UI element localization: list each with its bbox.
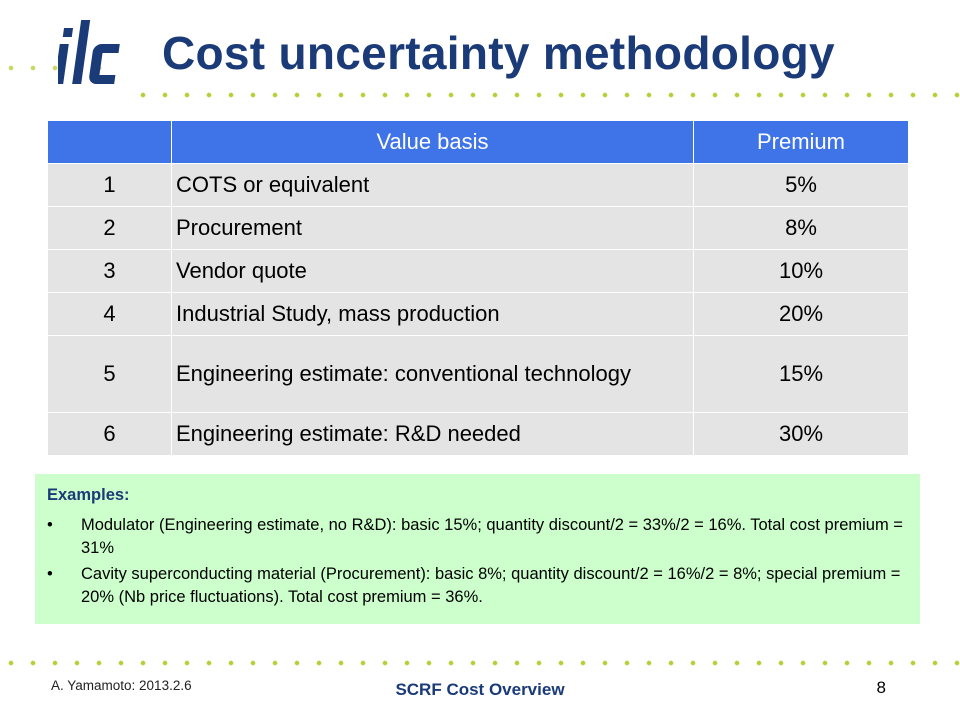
row-premium: 10% xyxy=(693,249,909,293)
row-value-basis: Industrial Study, mass production xyxy=(171,292,694,336)
slide-title: Cost uncertainty methodology xyxy=(162,27,835,79)
example-text: Cavity superconducting material (Procure… xyxy=(81,565,901,607)
table-row: 6 Engineering estimate: R&D needed 30% xyxy=(47,412,909,456)
row-number: 2 xyxy=(47,206,172,250)
row-number: 5 xyxy=(47,335,172,413)
table-row: 1 COTS or equivalent 5% xyxy=(47,163,909,207)
list-item: • Modulator (Engineering estimate, no R&… xyxy=(47,514,906,560)
decorative-dots-top xyxy=(132,92,960,98)
examples-list: • Modulator (Engineering estimate, no R&… xyxy=(47,514,906,609)
decorative-dots-left xyxy=(0,65,110,71)
row-number: 3 xyxy=(47,249,172,293)
row-value-basis: Vendor quote xyxy=(171,249,694,293)
row-number: 6 xyxy=(47,412,172,456)
footer-author-date: A. Yamamoto: 2013.2.6 xyxy=(51,678,192,693)
row-value-basis: Engineering estimate: conventional techn… xyxy=(171,335,694,413)
table-row: 5 Engineering estimate: conventional tec… xyxy=(47,335,909,413)
examples-box: Examples: • Modulator (Engineering estim… xyxy=(35,474,920,624)
decorative-dots-bottom xyxy=(0,660,960,666)
row-premium: 8% xyxy=(693,206,909,250)
table-row: 2 Procurement 8% xyxy=(47,206,909,250)
column-header-number xyxy=(47,120,172,164)
row-value-basis: Procurement xyxy=(171,206,694,250)
table-row: 3 Vendor quote 10% xyxy=(47,249,909,293)
value-basis-table: Value basis Premium 1 COTS or equivalent… xyxy=(47,120,909,456)
bullet-icon: • xyxy=(47,515,53,534)
column-header-premium: Premium xyxy=(693,120,909,164)
row-premium: 20% xyxy=(693,292,909,336)
list-item: • Cavity superconducting material (Procu… xyxy=(47,563,906,609)
table-row: 4 Industrial Study, mass production 20% xyxy=(47,292,909,336)
row-number: 4 xyxy=(47,292,172,336)
row-premium: 15% xyxy=(693,335,909,413)
bullet-icon: • xyxy=(47,565,53,584)
row-value-basis: COTS or equivalent xyxy=(171,163,694,207)
examples-heading: Examples: xyxy=(47,486,130,504)
example-text: Modulator (Engineering estimate, no R&D)… xyxy=(81,515,903,557)
row-premium: 5% xyxy=(693,163,909,207)
row-premium: 30% xyxy=(693,412,909,456)
page-number: 8 xyxy=(876,678,886,697)
column-header-value-basis: Value basis xyxy=(171,120,694,164)
table-header-row: Value basis Premium xyxy=(47,120,909,164)
footer-title: SCRF Cost Overview xyxy=(395,680,565,699)
row-number: 1 xyxy=(47,163,172,207)
row-value-basis: Engineering estimate: R&D needed xyxy=(171,412,694,456)
ilc-logo xyxy=(58,20,120,84)
